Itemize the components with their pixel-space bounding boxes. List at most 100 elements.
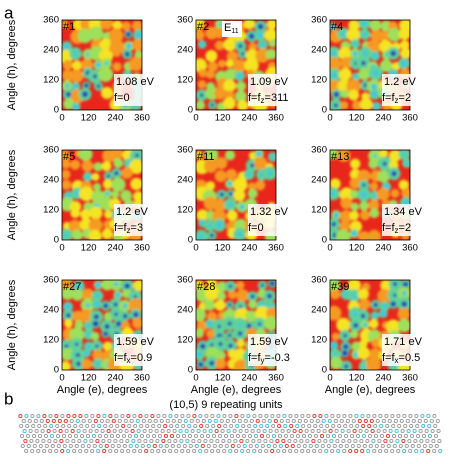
heatmap-core bbox=[64, 303, 71, 310]
heatmap-core bbox=[238, 43, 243, 49]
atom bbox=[199, 423, 204, 429]
atom bbox=[402, 413, 407, 419]
y-tick-label: 0 bbox=[322, 235, 327, 246]
heatmap-blob bbox=[369, 182, 379, 191]
atom bbox=[254, 443, 259, 449]
atom bbox=[97, 433, 103, 439]
heatmap-core bbox=[390, 301, 397, 307]
heatmap-core bbox=[362, 50, 368, 56]
x-tick-label: 120 bbox=[215, 243, 231, 254]
atom bbox=[313, 423, 318, 429]
heatmap-core bbox=[333, 353, 337, 357]
heatmap-core bbox=[400, 60, 407, 67]
atom bbox=[310, 428, 315, 434]
atom bbox=[64, 428, 69, 434]
atom bbox=[268, 428, 273, 434]
oscillator-label: f=0 bbox=[248, 222, 264, 234]
heatmap-blob bbox=[204, 299, 216, 311]
heatmap-core bbox=[64, 233, 68, 238]
heatmap-core bbox=[238, 322, 242, 327]
heatmap-core bbox=[267, 293, 273, 299]
atom bbox=[417, 418, 422, 424]
heatmap-blob bbox=[196, 58, 208, 73]
atom bbox=[362, 443, 367, 449]
heatmap-blob bbox=[339, 220, 351, 232]
heatmap-core bbox=[227, 181, 233, 187]
atom bbox=[145, 433, 151, 439]
atom bbox=[370, 428, 375, 434]
x-axis-label: Angle (e), degrees bbox=[57, 384, 148, 396]
heatmap-texture bbox=[62, 150, 142, 240]
heatmap-blob bbox=[357, 346, 371, 360]
heatmap-core bbox=[133, 311, 139, 318]
atom bbox=[317, 438, 322, 444]
plot-frame bbox=[195, 149, 277, 241]
atom bbox=[101, 438, 106, 444]
atom bbox=[326, 443, 331, 449]
heatmap-core bbox=[210, 103, 215, 107]
f-text: f=f bbox=[248, 92, 261, 104]
atom bbox=[262, 428, 267, 434]
atom bbox=[321, 418, 326, 424]
heatmap-core bbox=[361, 60, 366, 66]
heatmap-blob bbox=[226, 210, 238, 222]
atom bbox=[337, 423, 342, 429]
atom bbox=[201, 418, 206, 424]
atom bbox=[397, 423, 402, 429]
atom bbox=[216, 448, 221, 454]
atom bbox=[429, 418, 434, 424]
atom bbox=[83, 438, 88, 444]
atom bbox=[99, 418, 104, 424]
y-axis-label: Angle (h), degrees bbox=[6, 279, 18, 370]
heatmap-core bbox=[270, 155, 275, 159]
heatmap-blob bbox=[62, 361, 71, 370]
heatmap-blob bbox=[70, 69, 84, 83]
heatmap-blob bbox=[248, 42, 258, 52]
heatmap-blob bbox=[371, 338, 381, 348]
atom bbox=[139, 423, 144, 429]
heatmap-core bbox=[351, 230, 357, 237]
heatmap-blob bbox=[132, 317, 142, 329]
x-tick-label: 360 bbox=[268, 113, 284, 124]
atom bbox=[407, 438, 412, 444]
atom bbox=[272, 443, 277, 449]
y-tick-label: 120 bbox=[177, 335, 193, 346]
heatmap-blob bbox=[255, 180, 266, 191]
atom bbox=[130, 428, 135, 434]
heatmap-blob bbox=[205, 49, 218, 62]
atom bbox=[312, 413, 317, 419]
atom bbox=[266, 443, 271, 449]
atom bbox=[283, 433, 289, 439]
atom bbox=[193, 423, 198, 429]
atom bbox=[345, 418, 350, 424]
heatmap-blob bbox=[81, 160, 94, 172]
atom bbox=[274, 428, 279, 434]
heatmap-blob bbox=[264, 28, 276, 42]
atom bbox=[324, 448, 329, 454]
atom bbox=[282, 413, 287, 419]
atom bbox=[335, 438, 340, 444]
heatmap-core bbox=[95, 62, 102, 68]
atom bbox=[167, 438, 172, 444]
heatmap-blob bbox=[99, 38, 112, 51]
atom bbox=[238, 428, 243, 434]
y-tick-label: 0 bbox=[54, 235, 59, 246]
atom bbox=[432, 413, 437, 419]
atom bbox=[409, 433, 415, 439]
atom bbox=[291, 418, 296, 424]
atom bbox=[373, 423, 378, 429]
atom bbox=[163, 433, 169, 439]
y-tick-label: 120 bbox=[43, 75, 59, 86]
heatmap-blob bbox=[93, 182, 102, 191]
atom bbox=[187, 423, 192, 429]
heatmap-core bbox=[96, 84, 101, 89]
heatmap-core bbox=[333, 212, 340, 218]
heatmap-blob bbox=[337, 150, 351, 162]
atom bbox=[210, 448, 215, 454]
atom bbox=[194, 443, 199, 449]
heatmap-blob bbox=[387, 27, 402, 42]
atom bbox=[115, 423, 120, 429]
heatmap-blob bbox=[198, 69, 208, 78]
e11-label: E11 bbox=[224, 22, 239, 35]
heatmap-core bbox=[361, 191, 367, 198]
